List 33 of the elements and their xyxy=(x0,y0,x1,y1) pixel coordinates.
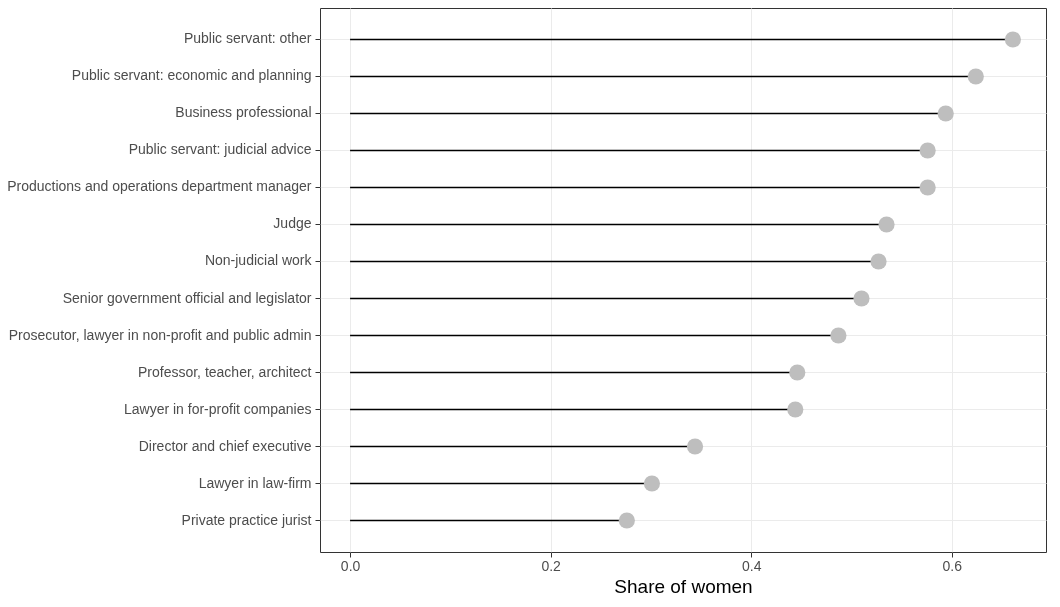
y-tick-label: Senior government official and legislator xyxy=(62,289,312,306)
y-tick-label: Professor, teacher, architect xyxy=(137,363,312,380)
point xyxy=(618,512,635,529)
y-tick-label: Director and chief executive xyxy=(138,437,312,454)
x-tick-label: 0.6 xyxy=(942,557,963,574)
point xyxy=(789,364,806,381)
point xyxy=(787,401,804,418)
y-tick-label: Business professional xyxy=(175,104,312,121)
y-tick-label: Judge xyxy=(273,215,312,232)
point xyxy=(830,327,847,344)
y-tick-label: Public servant: judicial advice xyxy=(128,141,312,158)
y-tick-label: Lawyer in law-firm xyxy=(198,474,312,491)
x-tick-label: 0.2 xyxy=(541,557,562,574)
y-tick-label: Prosecutor, lawyer in non-profit and public admin xyxy=(8,326,312,343)
point xyxy=(686,438,704,455)
y-tick-label: Private practice jurist xyxy=(181,511,312,528)
x-tick-label: 0.4 xyxy=(741,557,762,574)
point xyxy=(870,253,887,270)
point xyxy=(919,142,936,159)
y-tick-label: Lawyer in for-profit companies xyxy=(123,400,312,417)
y-tick-label: Public servant: economic and planning xyxy=(71,67,312,84)
point xyxy=(1004,31,1021,48)
point xyxy=(878,216,895,233)
point xyxy=(919,179,936,196)
point xyxy=(937,105,954,122)
point xyxy=(643,475,660,492)
x-tick-label: 0.0 xyxy=(340,557,361,574)
y-tick-label: Productions and operations department manager xyxy=(7,178,312,195)
x-axis-title: Share of women xyxy=(614,575,753,597)
point xyxy=(967,68,984,85)
y-tick-label: Public servant: other xyxy=(183,30,312,47)
y-tick-label: Non-judicial work xyxy=(204,252,313,269)
point xyxy=(853,290,870,307)
